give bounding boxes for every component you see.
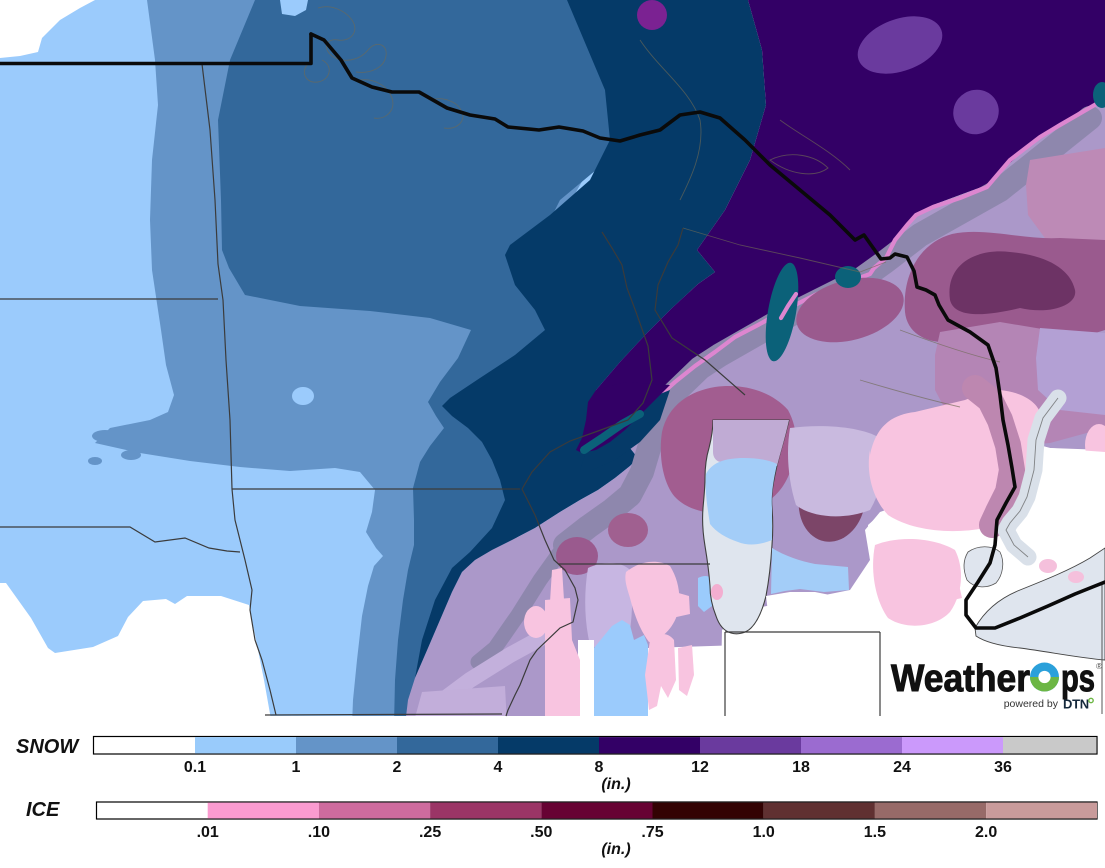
svg-text:ICE: ICE: [26, 799, 60, 821]
svg-text:powered by: powered by: [1004, 698, 1059, 710]
svg-text:ps: ps: [1061, 658, 1095, 700]
svg-text:24: 24: [893, 759, 911, 776]
svg-text:(in.): (in.): [601, 841, 630, 858]
svg-text:.25: .25: [419, 824, 441, 841]
svg-text:(in.): (in.): [601, 776, 630, 793]
svg-text:.50: .50: [530, 824, 552, 841]
svg-text:SNOW: SNOW: [16, 736, 80, 758]
svg-text:8: 8: [595, 759, 604, 776]
svg-text:1.0: 1.0: [753, 824, 775, 841]
svg-text:Weather: Weather: [891, 658, 1030, 700]
svg-text:2: 2: [393, 759, 402, 776]
svg-text:36: 36: [994, 759, 1012, 776]
svg-text:.01: .01: [197, 824, 219, 841]
svg-text:12: 12: [691, 759, 709, 776]
svg-text:.10: .10: [308, 824, 330, 841]
svg-text:.75: .75: [641, 824, 663, 841]
svg-text:®: ®: [1096, 661, 1103, 671]
svg-text:1.5: 1.5: [864, 824, 886, 841]
svg-text:0.1: 0.1: [184, 759, 206, 776]
svg-text:4: 4: [494, 759, 503, 776]
svg-text:18: 18: [792, 759, 810, 776]
svg-text:1: 1: [292, 759, 301, 776]
svg-text:2.0: 2.0: [975, 824, 997, 841]
svg-text:DTN: DTN: [1063, 697, 1089, 712]
